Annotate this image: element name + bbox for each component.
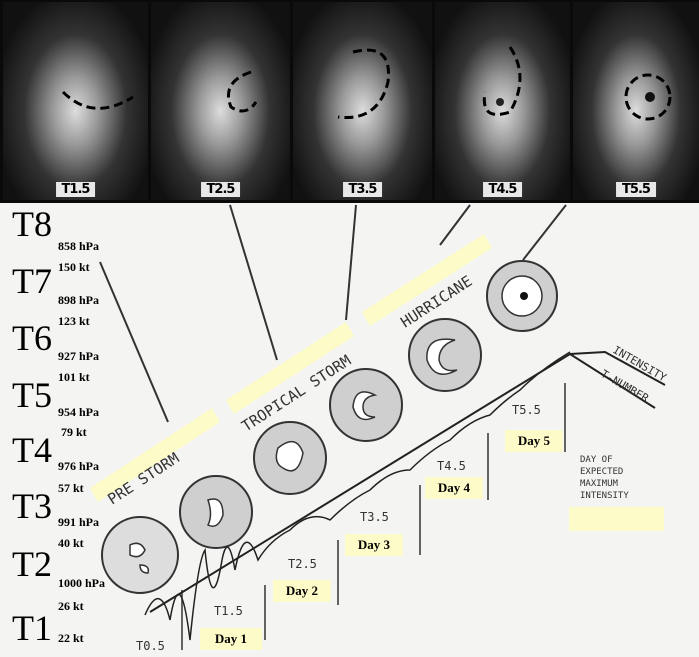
t-number-label: T2.5: [288, 557, 317, 571]
stage-band-tropical-storm: [226, 322, 354, 414]
note-line: DAY OF: [580, 455, 613, 465]
wind-speed: 26 kt: [58, 599, 84, 613]
wind-speed: 150 kt: [58, 260, 90, 274]
satellite-label: T1.5: [55, 182, 96, 197]
wind-speed: 123 kt: [58, 314, 90, 328]
pressure: 858 hPa: [58, 239, 100, 253]
t-level: T1: [12, 608, 52, 648]
pressure: 954 hPa: [58, 405, 100, 419]
day-label: Day 5: [505, 430, 563, 452]
satellite-label: T2.5: [200, 182, 241, 197]
intensity-curve: [144, 351, 571, 641]
satellite-label: T5.5: [616, 182, 656, 197]
t-number-label: T4.5: [437, 459, 466, 473]
connector-line: [345, 204, 357, 321]
satellite-label: T4.5: [482, 182, 523, 197]
satellite-label: T3.5: [342, 182, 383, 197]
pressure: 927 hPa: [58, 349, 100, 363]
satellite-image-t55: T5.5: [573, 2, 699, 200]
wind-speed: 57 kt: [58, 481, 84, 495]
t-number-label: T0.5: [136, 639, 165, 653]
pressure: 1000 hPa: [58, 576, 106, 590]
t-level: T6: [12, 318, 52, 358]
pressure: 976 hPa: [58, 459, 100, 473]
pressure: 991 hPa: [58, 515, 100, 529]
wind-speed: 79 kt: [61, 425, 87, 439]
satellite-image-t45: T4.5: [435, 2, 570, 200]
t-number-label: T5.5: [512, 403, 541, 417]
t-level: T3: [12, 486, 52, 526]
t-number-label: T3.5: [360, 510, 389, 524]
t-level: T8: [12, 204, 52, 244]
satellite-image-t35: T3.5: [293, 2, 432, 200]
intensity-line: [569, 350, 666, 386]
note-line: MAXIMUM: [580, 479, 619, 489]
connector-line: [522, 204, 567, 261]
day-label: Day 1: [200, 628, 262, 650]
day-label: Day 2: [273, 580, 331, 602]
wind-speed: 101 kt: [58, 370, 90, 384]
t-level: T4: [12, 430, 52, 470]
t-level: T5: [12, 375, 52, 415]
storm-symbol: [329, 368, 403, 442]
connector-line: [99, 261, 169, 423]
day-label: Day 3: [345, 534, 403, 556]
wind-speed: 22 kt: [58, 631, 84, 645]
connector-line: [439, 204, 471, 246]
satellite-image-strip: T1.5 T2.5 T3.5 T4.5 T5.5: [0, 0, 699, 203]
t-level: T2: [12, 544, 52, 584]
highlight-box: [569, 507, 664, 531]
satellite-image-t25: T2.5: [151, 2, 290, 200]
note-line: INTENSITY: [580, 491, 629, 501]
note-line: EXPECTED: [580, 467, 623, 477]
storm-symbol: [408, 318, 482, 392]
t-level: T7: [12, 261, 52, 301]
connector-line: [229, 204, 278, 361]
storm-eye: [520, 292, 528, 300]
stage-band-hurricane: [362, 234, 492, 326]
satellite-image-t15: T1.5: [3, 2, 148, 200]
day-label: Day 4: [425, 477, 483, 499]
stage-band-pre-storm: [90, 408, 220, 502]
pressure: 898 hPa: [58, 293, 100, 307]
wind-speed: 40 kt: [58, 536, 84, 550]
t-number-label: T1.5: [214, 604, 243, 618]
